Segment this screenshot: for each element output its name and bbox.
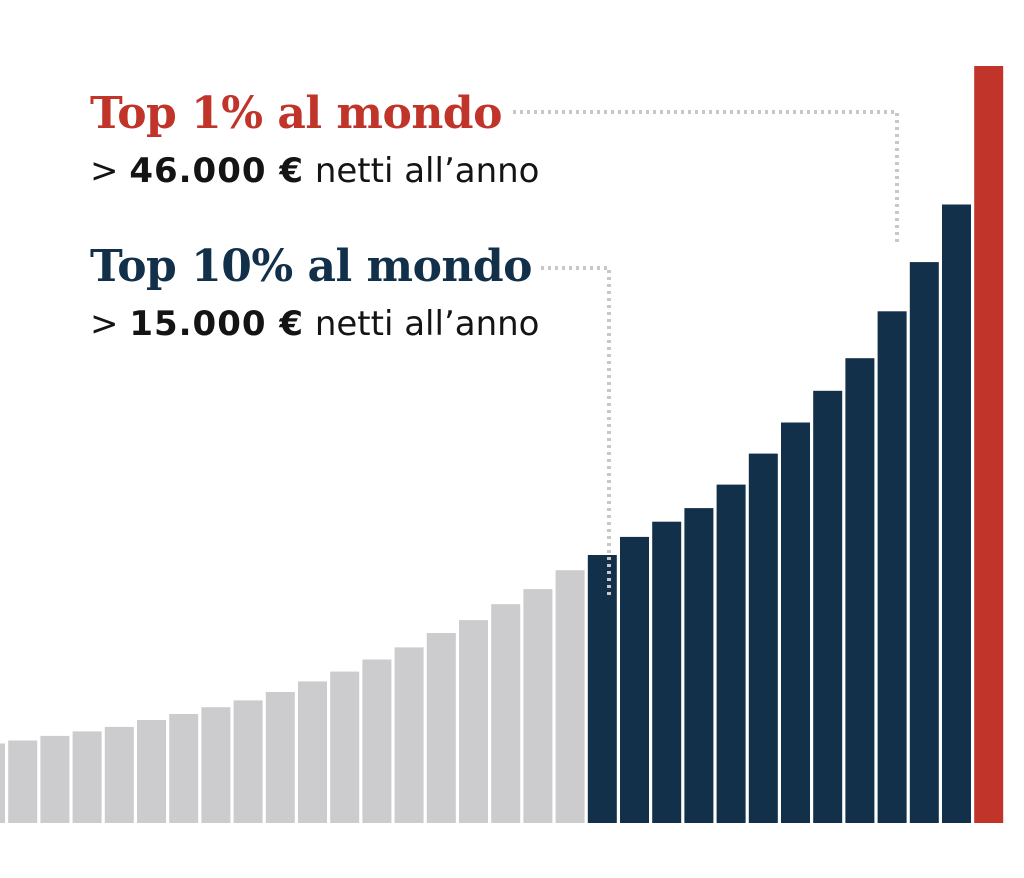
bar-16 xyxy=(459,620,488,823)
bar-7 xyxy=(169,714,199,823)
bar-31 xyxy=(942,204,971,823)
bars-group xyxy=(0,66,1004,824)
bar-23 xyxy=(684,508,714,823)
bar-26 xyxy=(781,422,810,823)
top10-connector-line xyxy=(541,266,611,595)
bar-29 xyxy=(877,311,907,823)
bar-4 xyxy=(72,731,102,823)
bar-9 xyxy=(233,700,263,823)
bar-2 xyxy=(8,740,38,823)
top1-prefix: > xyxy=(90,151,119,191)
top10-threshold: > 15.000 € netti all’anno xyxy=(90,307,539,341)
bar-32 xyxy=(974,66,1004,823)
bar-19 xyxy=(555,570,585,823)
bar-24 xyxy=(716,484,746,823)
top1-connector-line xyxy=(513,110,899,245)
top1-amount: 46.000 € xyxy=(129,151,305,191)
bar-25 xyxy=(748,453,778,823)
bar-17 xyxy=(491,604,521,823)
bar-13 xyxy=(362,659,392,823)
top10-suffix: netti all’anno xyxy=(314,304,540,344)
top10-title: Top 10% al mondo xyxy=(90,241,533,292)
bar-22 xyxy=(652,521,682,823)
bar-10 xyxy=(265,692,295,823)
bar-1 xyxy=(0,743,5,823)
bar-8 xyxy=(201,707,231,823)
bar-20 xyxy=(587,555,617,823)
bar-3 xyxy=(40,735,70,823)
bar-15 xyxy=(426,633,456,823)
top1-title: Top 1% al mondo xyxy=(90,88,502,139)
bar-30 xyxy=(909,262,939,824)
bar-11 xyxy=(298,681,327,823)
bar-5 xyxy=(104,726,134,823)
top10-prefix: > xyxy=(90,304,119,344)
top1-suffix: netti all’anno xyxy=(314,151,540,191)
top10-amount: 15.000 € xyxy=(129,304,305,344)
bar-18 xyxy=(523,589,553,823)
bar-6 xyxy=(137,720,166,823)
bar-14 xyxy=(394,647,424,823)
bar-27 xyxy=(813,390,843,823)
bar-21 xyxy=(620,536,649,823)
bar-28 xyxy=(845,358,875,823)
top1-threshold: > 46.000 € netti all’anno xyxy=(90,154,539,188)
bar-12 xyxy=(330,671,360,823)
